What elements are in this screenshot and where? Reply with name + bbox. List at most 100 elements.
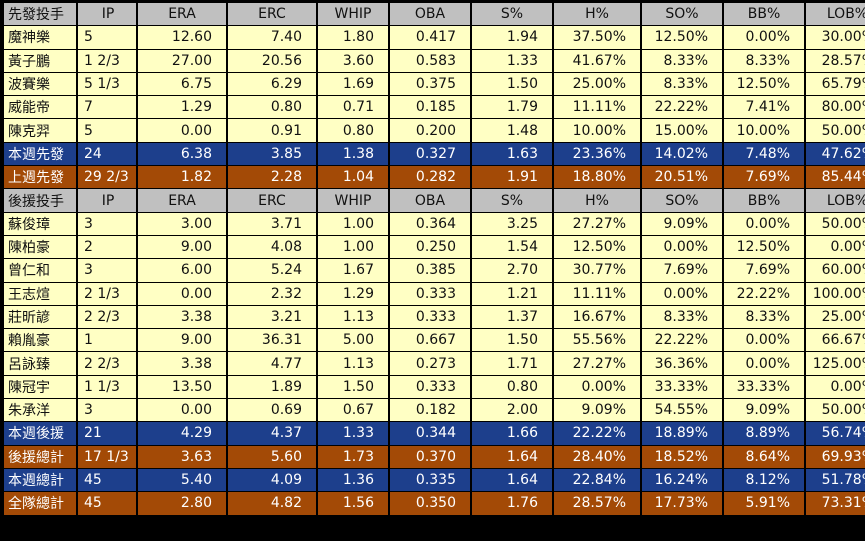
cell-erc: 4.77: [228, 352, 316, 375]
cell-so-pct: 22.22%: [642, 96, 722, 119]
cell-name: 賴胤豪: [4, 329, 76, 352]
column-header-name: 後援投手: [4, 189, 76, 212]
cell-erc: 0.80: [228, 96, 316, 119]
cell-oba: 0.327: [390, 142, 470, 166]
cell-so-pct: 54.55%: [642, 399, 722, 422]
cell-oba: 0.182: [390, 399, 470, 422]
cell-whip: 0.80: [318, 119, 388, 142]
cell-bb-pct: 22.22%: [724, 282, 804, 305]
cell-lob-pct: 50.00%: [806, 119, 865, 142]
relievers-header-row: 後援投手 IP ERA ERC WHIP OBA S% H% SO% BB% LOB%: [4, 189, 865, 212]
cell-oba: 0.417: [390, 26, 470, 49]
column-header-oba: OBA: [390, 3, 470, 26]
cell-s-pct: 1.66: [472, 422, 552, 445]
cell-oba: 0.385: [390, 259, 470, 282]
cell-whip: 0.71: [318, 96, 388, 119]
cell-h-pct: 16.67%: [554, 305, 640, 329]
cell-whip: 0.67: [318, 399, 388, 422]
cell-s-pct: 1.94: [472, 26, 552, 49]
cell-ip: 5: [78, 119, 136, 142]
cell-ip: 45: [78, 492, 136, 515]
cell-bb-pct: 9.09%: [724, 399, 804, 422]
cell-whip: 1.00: [318, 235, 388, 259]
cell-era: 0.00: [138, 399, 226, 422]
cell-bb-pct: 7.69%: [724, 259, 804, 282]
cell-erc: 2.32: [228, 282, 316, 305]
cell-so-pct: 7.69%: [642, 259, 722, 282]
cell-name: 威能帝: [4, 96, 76, 119]
cell-ip: 1: [78, 329, 136, 352]
cell-lob-pct: 51.78%: [806, 468, 865, 492]
cell-oba: 0.185: [390, 96, 470, 119]
cell-lob-pct: 100.00%: [806, 282, 865, 305]
cell-era: 4.29: [138, 422, 226, 445]
column-header-whip: WHIP: [318, 3, 388, 26]
cell-so-pct: 15.00%: [642, 119, 722, 142]
cell-s-pct: 2.70: [472, 259, 552, 282]
cell-name: 本週先發: [4, 142, 76, 166]
pitcher-row: 莊昕諺 2 2/3 3.38 3.21 1.13 0.333 1.37 16.67% 8.33%…: [4, 305, 865, 329]
column-header-name: 先發投手: [4, 3, 76, 26]
cell-ip: 2 2/3: [78, 352, 136, 375]
cell-h-pct: 18.80%: [554, 166, 640, 189]
column-header-oba: OBA: [390, 189, 470, 212]
cell-era: 3.38: [138, 352, 226, 375]
cell-h-pct: 11.11%: [554, 96, 640, 119]
cell-era: 5.40: [138, 468, 226, 492]
cell-so-pct: 14.02%: [642, 142, 722, 166]
cell-era: 9.00: [138, 235, 226, 259]
cell-oba: 0.282: [390, 166, 470, 189]
cell-era: 6.38: [138, 142, 226, 166]
cell-erc: 4.82: [228, 492, 316, 515]
cell-whip: 1.00: [318, 212, 388, 235]
cell-name: 後援總計: [4, 445, 76, 468]
cell-bb-pct: 8.64%: [724, 445, 804, 468]
cell-erc: 36.31: [228, 329, 316, 352]
cell-name: 呂詠臻: [4, 352, 76, 375]
cell-whip: 1.33: [318, 422, 388, 445]
cell-lob-pct: 0.00%: [806, 375, 865, 399]
cell-oba: 0.344: [390, 422, 470, 445]
cell-era: 1.29: [138, 96, 226, 119]
cell-ip: 5: [78, 26, 136, 49]
cell-era: 0.00: [138, 119, 226, 142]
cell-erc: 4.08: [228, 235, 316, 259]
cell-name: 魔神樂: [4, 26, 76, 49]
cell-oba: 0.333: [390, 282, 470, 305]
cell-lob-pct: 85.44%: [806, 166, 865, 189]
cell-whip: 1.36: [318, 468, 388, 492]
summary-row: 本週總計 45 5.40 4.09 1.36 0.335 1.64 22.84% 16.24% 8…: [4, 468, 865, 492]
cell-lob-pct: 28.57%: [806, 49, 865, 72]
cell-name: 全隊總計: [4, 492, 76, 515]
cell-oba: 0.250: [390, 235, 470, 259]
column-header-bb-pct: BB%: [724, 3, 804, 26]
cell-s-pct: 1.21: [472, 282, 552, 305]
cell-so-pct: 16.24%: [642, 468, 722, 492]
cell-bb-pct: 8.89%: [724, 422, 804, 445]
cell-name: 上週先發: [4, 166, 76, 189]
cell-bb-pct: 8.33%: [724, 305, 804, 329]
cell-oba: 0.375: [390, 72, 470, 96]
cell-s-pct: 2.00: [472, 399, 552, 422]
cell-ip: 5 1/3: [78, 72, 136, 96]
cell-s-pct: 1.63: [472, 142, 552, 166]
column-header-lob-pct: LOB%: [806, 189, 865, 212]
cell-h-pct: 55.56%: [554, 329, 640, 352]
cell-whip: 1.38: [318, 142, 388, 166]
cell-h-pct: 23.36%: [554, 142, 640, 166]
cell-lob-pct: 73.31%: [806, 492, 865, 515]
cell-erc: 0.69: [228, 399, 316, 422]
cell-erc: 20.56: [228, 49, 316, 72]
pitcher-row: 威能帝 7 1.29 0.80 0.71 0.185 1.79 11.11% 22.22% 7.4…: [4, 96, 865, 119]
cell-erc: 1.89: [228, 375, 316, 399]
cell-h-pct: 37.50%: [554, 26, 640, 49]
cell-erc: 3.21: [228, 305, 316, 329]
cell-ip: 21: [78, 422, 136, 445]
cell-whip: 3.60: [318, 49, 388, 72]
pitcher-row: 波賽樂 5 1/3 6.75 6.29 1.69 0.375 1.50 25.00% 8.33%…: [4, 72, 865, 96]
cell-so-pct: 12.50%: [642, 26, 722, 49]
cell-h-pct: 28.57%: [554, 492, 640, 515]
pitcher-row: 呂詠臻 2 2/3 3.38 4.77 1.13 0.273 1.71 27.27% 36.36…: [4, 352, 865, 375]
cell-era: 0.00: [138, 282, 226, 305]
cell-s-pct: 1.50: [472, 329, 552, 352]
